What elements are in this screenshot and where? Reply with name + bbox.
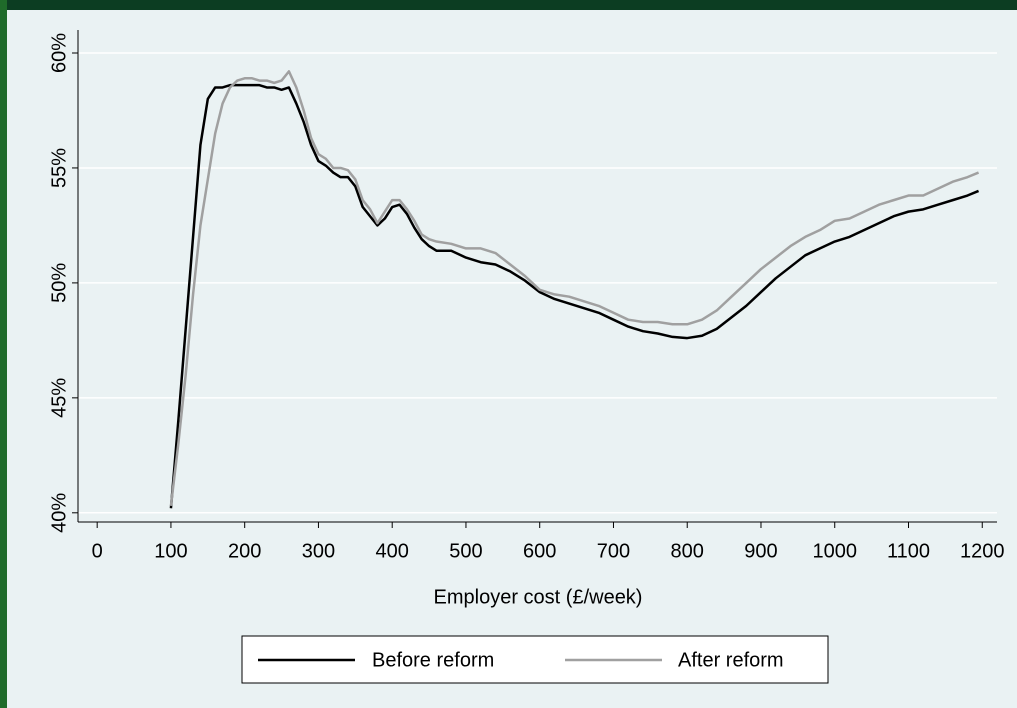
legend-label: After reform [678,649,784,671]
x-tick-label: 100 [154,540,187,562]
y-tick-label: 40% [48,493,70,533]
y-tick-label: 45% [48,378,70,418]
y-tick-label: 55% [48,148,70,188]
x-tick-label: 700 [597,540,630,562]
y-tick-label: 60% [48,33,70,73]
y-tick-label: 50% [48,263,70,303]
series-line [169,70,980,507]
left-frame [0,0,7,708]
x-tick-label: 800 [671,540,704,562]
x-tick-label: 1100 [887,540,930,562]
x-tick-label: 200 [228,540,261,562]
x-tick-label: 1200 [960,540,1005,562]
series-line [169,83,980,509]
x-tick-label: 300 [302,540,335,562]
x-tick-label: 400 [376,540,409,562]
x-tick-label: 0 [92,540,103,562]
x-tick-label: 600 [523,540,556,562]
x-tick-label: 1000 [812,540,857,562]
legend-label: Before reform [372,649,494,671]
top-frame [0,0,1017,10]
x-tick-label: 500 [449,540,482,562]
x-tick-label: 900 [744,540,777,562]
x-axis-title: Employer cost (£/week) [434,586,643,608]
